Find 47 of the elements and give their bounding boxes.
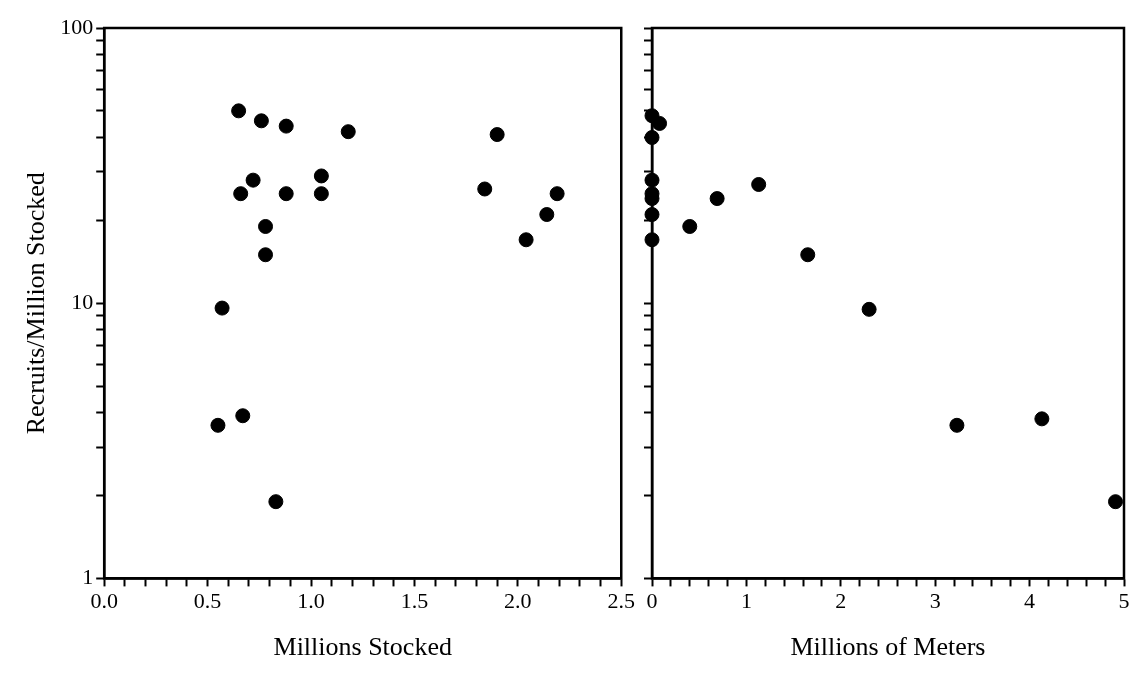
point bbox=[313, 186, 329, 202]
point bbox=[751, 176, 767, 192]
x-tick-label: 1 bbox=[740, 588, 752, 614]
point bbox=[235, 408, 251, 424]
point bbox=[210, 417, 226, 433]
point bbox=[1034, 411, 1050, 427]
point bbox=[477, 181, 493, 197]
point bbox=[278, 118, 294, 134]
point bbox=[231, 103, 247, 119]
point bbox=[652, 115, 668, 131]
x-tick-label: 1.0 bbox=[297, 588, 325, 614]
x-axis-title: Millions of Meters bbox=[790, 632, 986, 662]
point bbox=[258, 218, 274, 234]
y-tick-label: 10 bbox=[71, 288, 94, 314]
point bbox=[949, 417, 965, 433]
x-tick-label: 2.5 bbox=[607, 588, 635, 614]
x-tick-label: 0 bbox=[646, 588, 658, 614]
x-tick-label: 2.0 bbox=[504, 588, 532, 614]
point bbox=[313, 168, 329, 184]
y-axis-title: Recruits/Million Stocked bbox=[21, 172, 51, 435]
point bbox=[861, 301, 877, 317]
point bbox=[268, 494, 284, 510]
point bbox=[518, 232, 534, 248]
x-tick-label: 0.5 bbox=[193, 588, 222, 614]
x-tick-label: 2 bbox=[835, 588, 847, 614]
point bbox=[682, 218, 698, 234]
point bbox=[489, 127, 505, 143]
point bbox=[258, 247, 274, 263]
point bbox=[278, 186, 294, 202]
x-axis-title: Millions Stocked bbox=[273, 632, 452, 662]
x-tick-label: 3 bbox=[929, 588, 941, 614]
y-tick-label: 100 bbox=[60, 13, 94, 39]
x-tick-label: 4 bbox=[1024, 588, 1036, 614]
point bbox=[233, 186, 249, 202]
point bbox=[549, 186, 565, 202]
y-tick-label: 1 bbox=[82, 564, 94, 590]
point bbox=[245, 172, 261, 188]
x-tick-label: 0.0 bbox=[90, 588, 118, 614]
point bbox=[800, 247, 816, 263]
point bbox=[709, 191, 725, 207]
point bbox=[539, 207, 555, 223]
x-tick-label: 5 bbox=[1118, 588, 1130, 614]
x-tick-label: 1.5 bbox=[400, 588, 429, 614]
point bbox=[340, 124, 356, 140]
point bbox=[214, 300, 230, 316]
point bbox=[253, 113, 269, 129]
point bbox=[1108, 494, 1123, 510]
